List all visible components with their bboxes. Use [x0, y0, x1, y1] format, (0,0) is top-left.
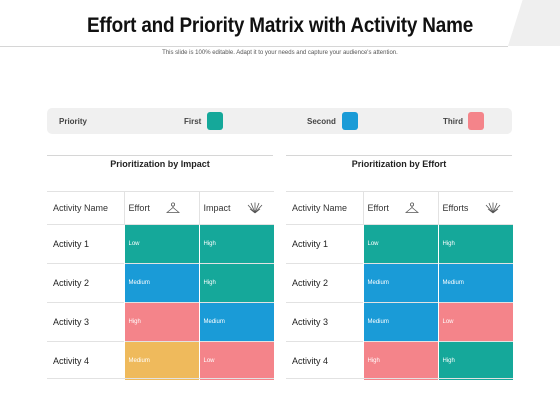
burst-icon: [485, 202, 501, 214]
activity-name: Activity 2: [47, 263, 124, 303]
header-efforts: Efforts: [437, 191, 513, 225]
effort-section-title: Prioritization by Effort: [286, 155, 512, 173]
effort-cell: Medium: [362, 302, 438, 342]
effort-cell: Medium: [123, 341, 199, 380]
slide-title: Effort and Priority Matrix with Activity…: [86, 14, 474, 37]
header-activity-name: Activity Name: [47, 191, 124, 225]
legend-first-label: First: [184, 117, 202, 126]
impact-table-bottom-rule: [47, 378, 274, 379]
legend-second-swatch: [342, 112, 358, 130]
effort-table: Activity Name Effort Efforts Activity 1 …: [286, 191, 513, 380]
header-effort-label: Effort: [128, 203, 150, 213]
impact-table: Activity Name Effort Impact Activity 1 L…: [47, 191, 274, 380]
table-row: Activity 4 High High: [286, 341, 513, 380]
efforts-cell: High: [437, 341, 513, 380]
impact-cell: High: [198, 224, 274, 264]
activity-name: Activity 1: [47, 224, 124, 264]
efforts-cell: High: [437, 224, 513, 264]
header-effort: Effort: [123, 191, 199, 225]
header-efforts-label: Efforts: [442, 203, 469, 213]
header-activity-name: Activity Name: [286, 191, 363, 225]
effort-cell: Low: [123, 224, 199, 264]
effort-table-bottom-rule: [286, 378, 513, 379]
table-row: Activity 4 Medium Low: [47, 341, 274, 380]
legend-first-swatch: [207, 112, 223, 130]
legend-second-label: Second: [307, 117, 336, 126]
efforts-cell: Low: [437, 302, 513, 342]
burst-icon: [247, 202, 263, 214]
efforts-cell: Medium: [437, 263, 513, 303]
impact-table-header: Activity Name Effort Impact: [47, 191, 274, 225]
activity-name: Activity 4: [286, 341, 363, 380]
header-impact: Impact: [198, 191, 274, 225]
activity-name: Activity 4: [47, 341, 124, 380]
impact-cell: Low: [198, 341, 274, 380]
effort-cell: Medium: [123, 263, 199, 303]
legend-third-swatch: [468, 112, 484, 130]
slide-subtitle: This slide is 100% editable. Adapt it to…: [162, 50, 398, 56]
effort-cell: High: [362, 341, 438, 380]
priority-legend: Priority First Second Third: [47, 108, 512, 134]
legend-third-label: Third: [443, 117, 463, 126]
impact-section-title: Prioritization by Impact: [47, 155, 273, 173]
impact-cell: Medium: [198, 302, 274, 342]
table-row: Activity 1 Low High: [286, 224, 513, 264]
activity-name: Activity 3: [286, 302, 363, 342]
header-effort-label: Effort: [367, 203, 389, 213]
title-divider: [0, 46, 508, 47]
effort-table-header: Activity Name Effort Efforts: [286, 191, 513, 225]
table-row: Activity 3 Medium Low: [286, 302, 513, 342]
header-impact-label: Impact: [203, 203, 231, 213]
table-row: Activity 2 Medium High: [47, 263, 274, 303]
table-row: Activity 2 Medium Medium: [286, 263, 513, 303]
hanger-icon: [166, 202, 181, 213]
activity-name: Activity 2: [286, 263, 363, 303]
impact-cell: High: [198, 263, 274, 303]
legend-label: Priority: [59, 117, 88, 126]
effort-cell: Medium: [362, 263, 438, 303]
effort-cell: Low: [362, 224, 438, 264]
activity-name: Activity 1: [286, 224, 363, 264]
table-row: Activity 3 High Medium: [47, 302, 274, 342]
hanger-icon: [405, 202, 420, 213]
activity-name: Activity 3: [47, 302, 124, 342]
effort-cell: High: [123, 302, 199, 342]
header-effort: Effort: [362, 191, 438, 225]
table-row: Activity 1 Low High: [47, 224, 274, 264]
